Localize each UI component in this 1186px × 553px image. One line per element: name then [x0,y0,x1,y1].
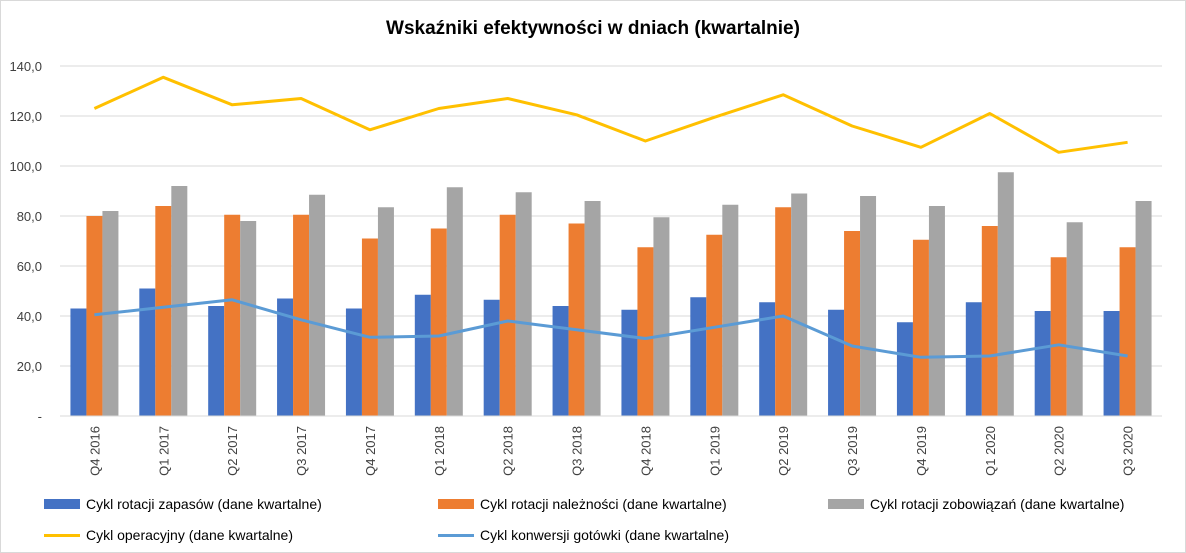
bar [1135,201,1152,416]
x-tick-label: Q4 2017 [363,426,378,476]
bar [552,306,569,416]
legend-label-zobowiazania: Cykl rotacji zobowiązań (dane kwartalne) [870,496,1125,512]
bar [515,192,532,416]
bar [377,207,394,416]
x-tick-label: Q4 2019 [914,426,929,476]
bar [912,239,929,416]
legend-swatch-operacyjny [44,533,80,537]
legend-swatch-zapasy [44,499,80,509]
x-tick-label: Q1 2017 [156,426,171,476]
bar [240,221,257,416]
x-tick-label: Q2 2020 [1052,426,1067,476]
bar [828,309,845,416]
bar [309,194,326,416]
bar [430,228,447,416]
bar [568,223,585,416]
bar [690,297,707,416]
legend-item-zobowiazania: Cykl rotacji zobowiązań (dane kwartalne) [828,496,1124,512]
legend-swatch-zobowiazania [828,499,864,509]
x-tick-label: Q4 2016 [87,426,102,476]
bar [1103,311,1120,416]
series-line [94,298,1128,359]
bar [70,308,87,416]
y-tick-label: 140,0 [9,59,42,74]
bar [775,207,792,416]
bar [483,299,500,416]
legend-item-zapasy: Cykl rotacji zapasów (dane kwartalne) [44,496,322,512]
bar [928,206,945,416]
legend-item-naleznosci: Cykl rotacji należności (dane kwartalne) [438,496,727,512]
bar [446,187,463,416]
x-tick-label: Q3 2018 [570,426,585,476]
x-tick-label: Q2 2019 [776,426,791,476]
bar [584,201,601,416]
x-tick-label: Q3 2019 [845,426,860,476]
x-tick-label: Q1 2019 [707,426,722,476]
bar [965,302,982,416]
bar [171,186,188,416]
bar [208,306,225,416]
x-tick-label: Q1 2020 [983,426,998,476]
bar [653,217,670,416]
bar [1050,257,1067,416]
bar [224,214,241,416]
x-tick-label: Q3 2020 [1121,426,1136,476]
legend-item-konwersja: Cykl konwersji gotówki (dane kwartalne) [438,527,729,543]
x-tick-label: Q2 2018 [501,426,516,476]
x-tick-label: Q3 2017 [294,426,309,476]
bar [293,214,310,416]
bar [86,216,103,416]
y-tick-label: 20,0 [17,359,42,374]
bar [345,308,362,416]
chart-plot: - 20,0 40,0 60,0 80,0 100,0 120,0 140,0 Q4 2016 Q… [9,59,1162,476]
bar [791,193,808,416]
chart-title: Wskaźniki efektywności w dniach (kwartal… [386,18,800,39]
legend-label-operacyjny: Cykl operacyjny (dane kwartalne) [86,527,293,543]
bar [1066,222,1083,416]
x-tick-label: Q2 2017 [225,426,240,476]
bar [414,294,431,416]
legend-label-zapasy: Cykl rotacji zapasów (dane kwartalne) [86,496,322,512]
legend-label-konwersja: Cykl konwersji gotówki (dane kwartalne) [480,527,729,543]
bar [277,298,294,416]
bar [722,204,739,416]
bar [621,309,638,416]
bar [706,234,723,416]
legend-swatch-konwersja [438,533,474,537]
y-tick-label: - [38,409,42,424]
bar [361,238,378,416]
bar [139,288,156,416]
bar [499,214,516,416]
y-tick-label: 40,0 [17,309,42,324]
bar [981,226,998,416]
bar [1034,311,1051,416]
bar [637,247,654,416]
legend-item-operacyjny: Cykl operacyjny (dane kwartalne) [44,527,293,543]
legend-label-naleznosci: Cykl rotacji należności (dane kwartalne) [480,496,727,512]
legend-swatch-naleznosci [438,499,474,509]
bar [844,231,861,416]
bar [155,206,172,416]
y-tick-label: 120,0 [9,109,42,124]
bar [896,322,913,416]
series-line [93,75,1128,154]
bar [997,172,1014,416]
x-tick-label: Q4 2018 [638,426,653,476]
x-tick-label: Q1 2018 [432,426,447,476]
y-tick-label: 100,0 [9,159,42,174]
y-tick-label: 60,0 [17,259,42,274]
bar [1119,247,1136,416]
bar [860,196,877,416]
bar [759,302,776,416]
y-tick-label: 80,0 [17,209,42,224]
